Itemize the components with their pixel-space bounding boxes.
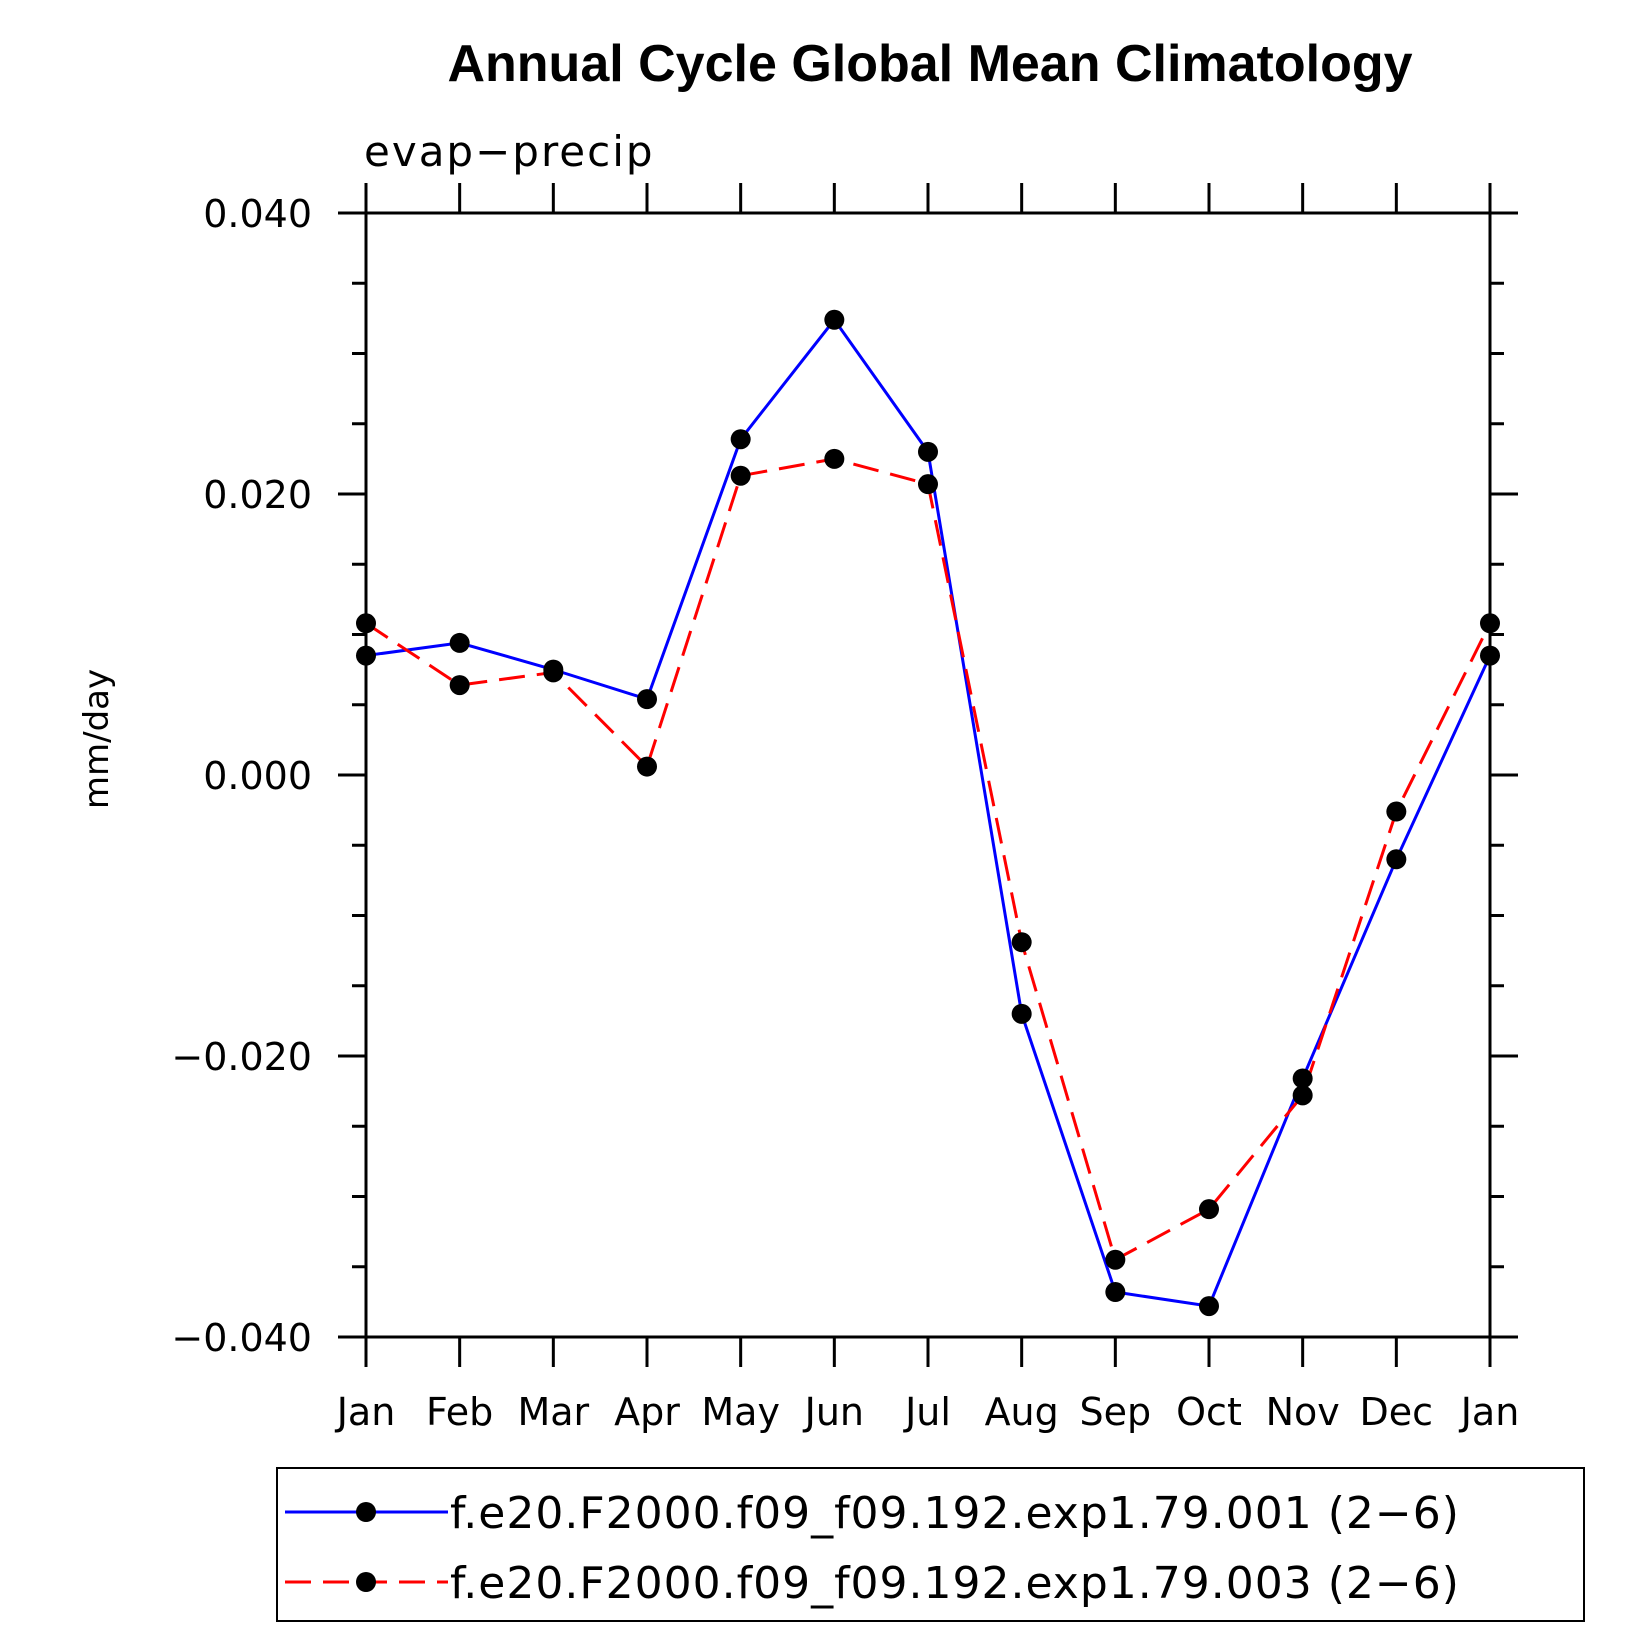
y-tick-label: 0.000 [203, 754, 312, 798]
x-tick-label: Jan [335, 1390, 396, 1434]
x-tick-label: Feb [426, 1390, 493, 1434]
x-tick-label: Jun [803, 1390, 864, 1434]
series-2-point [1292, 1085, 1313, 1106]
series-1-point [449, 632, 470, 653]
y-axis-ticks: 0.040 0.020 0.000 −0.020 −0.040 [171, 192, 1518, 1360]
x-tick-label: Aug [985, 1390, 1059, 1434]
y-axis-label: mm/day [77, 669, 117, 809]
legend-items: f.e20.F2000.f09_f09.192.exp1.79.001 (2−6… [285, 1488, 1460, 1609]
y-tick-label: 0.040 [203, 192, 312, 236]
series-1-point [1386, 849, 1407, 870]
series-2-point [1386, 801, 1407, 822]
series-2-point [1105, 1249, 1126, 1270]
series-1-point [1105, 1282, 1126, 1303]
legend-box [276, 1467, 1585, 1622]
series-1-point [1199, 1296, 1219, 1317]
series-1-point [1292, 1068, 1313, 1089]
series-2-point [637, 756, 657, 777]
series-2-point [1011, 932, 1032, 953]
series-1-point [1011, 1003, 1032, 1024]
x-tick-label: May [701, 1390, 780, 1434]
x-axis-ticks: Jan Feb Mar Apr May Jun Jul Aug Sep Oct Nov Dec Jan [335, 183, 1520, 1434]
series-1-point [918, 441, 938, 462]
x-tick-label: Mar [517, 1390, 589, 1434]
series-2-point [543, 662, 564, 683]
series-2-point [730, 465, 751, 486]
series-1-point [824, 309, 845, 330]
x-tick-label: Apr [614, 1390, 680, 1434]
series-1-point [637, 689, 657, 710]
chart-title: Annual Cycle Global Mean Climatology [447, 35, 1412, 93]
series-line-1 [365, 317, 1492, 1308]
series-1-point [730, 429, 751, 450]
y-tick-label: 0.020 [203, 473, 312, 517]
x-tick-label: Nov [1266, 1390, 1340, 1434]
x-tick-label: Jul [903, 1390, 951, 1434]
legend-label-1: f.e20.F2000.f09_f09.192.exp1.79.001 (2−6… [450, 1488, 1460, 1539]
legend-label-2: f.e20.F2000.f09_f09.192.exp1.79.003 (2−6… [450, 1558, 1460, 1609]
x-tick-label: Jan [1459, 1390, 1520, 1434]
y-tick-label: −0.020 [171, 1035, 312, 1079]
legend-marker-1 [356, 1502, 376, 1522]
legend: f.e20.F2000.f09_f09.192.exp1.79.001 (2−6… [276, 1467, 1585, 1622]
series-2-point [449, 675, 470, 696]
series-layer [356, 309, 1500, 1317]
series-2-point [918, 474, 938, 495]
plot-frame [364, 211, 1492, 1339]
x-tick-label: Sep [1080, 1390, 1152, 1434]
x-tick-label: Dec [1360, 1390, 1434, 1434]
x-tick-label: Oct [1176, 1390, 1242, 1434]
y-tick-label: −0.040 [171, 1316, 312, 1360]
series-line-2 [365, 457, 1492, 1262]
legend-marker-2 [356, 1572, 376, 1592]
chart-subtitle: evap−precip [364, 127, 655, 176]
series-2-point [824, 448, 845, 469]
series-2-point [1199, 1199, 1219, 1220]
